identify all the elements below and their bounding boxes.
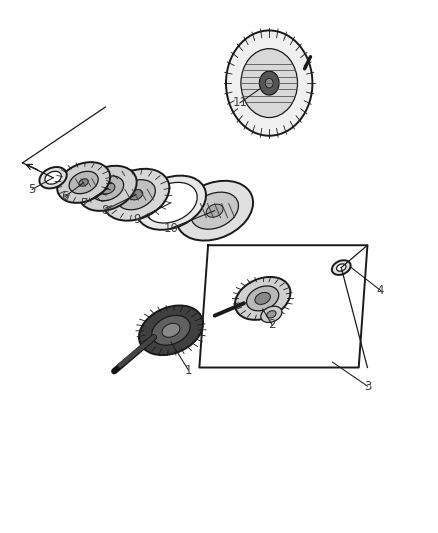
Ellipse shape bbox=[79, 179, 88, 186]
Ellipse shape bbox=[176, 181, 253, 240]
Ellipse shape bbox=[267, 311, 276, 318]
Ellipse shape bbox=[100, 183, 115, 194]
Ellipse shape bbox=[152, 316, 190, 345]
Text: 10: 10 bbox=[163, 222, 178, 235]
Ellipse shape bbox=[79, 166, 137, 211]
Ellipse shape bbox=[265, 78, 273, 88]
Ellipse shape bbox=[69, 171, 98, 193]
Ellipse shape bbox=[206, 204, 223, 217]
Text: 11: 11 bbox=[233, 96, 247, 109]
Ellipse shape bbox=[145, 182, 197, 223]
Ellipse shape bbox=[332, 260, 351, 275]
Ellipse shape bbox=[226, 30, 312, 136]
Text: 2: 2 bbox=[268, 319, 276, 332]
Text: 9: 9 bbox=[133, 213, 141, 226]
Ellipse shape bbox=[336, 264, 346, 271]
Ellipse shape bbox=[247, 286, 279, 311]
Ellipse shape bbox=[117, 180, 155, 210]
Ellipse shape bbox=[39, 167, 67, 189]
Ellipse shape bbox=[162, 324, 180, 337]
Ellipse shape bbox=[235, 277, 290, 320]
Text: 5: 5 bbox=[28, 183, 36, 196]
Ellipse shape bbox=[191, 192, 238, 229]
Text: 1: 1 bbox=[185, 364, 192, 377]
Ellipse shape bbox=[261, 306, 282, 322]
Ellipse shape bbox=[45, 171, 61, 184]
Ellipse shape bbox=[241, 49, 297, 118]
Text: 7: 7 bbox=[81, 197, 89, 210]
Ellipse shape bbox=[139, 305, 203, 355]
Ellipse shape bbox=[255, 293, 270, 304]
Ellipse shape bbox=[103, 169, 170, 221]
Ellipse shape bbox=[92, 176, 124, 201]
Ellipse shape bbox=[136, 175, 206, 230]
Text: 8: 8 bbox=[101, 204, 108, 216]
Text: 6: 6 bbox=[62, 190, 69, 203]
Ellipse shape bbox=[259, 71, 279, 95]
Text: 4: 4 bbox=[377, 284, 384, 297]
Ellipse shape bbox=[129, 190, 143, 200]
Text: 3: 3 bbox=[364, 379, 371, 393]
Ellipse shape bbox=[57, 162, 110, 203]
